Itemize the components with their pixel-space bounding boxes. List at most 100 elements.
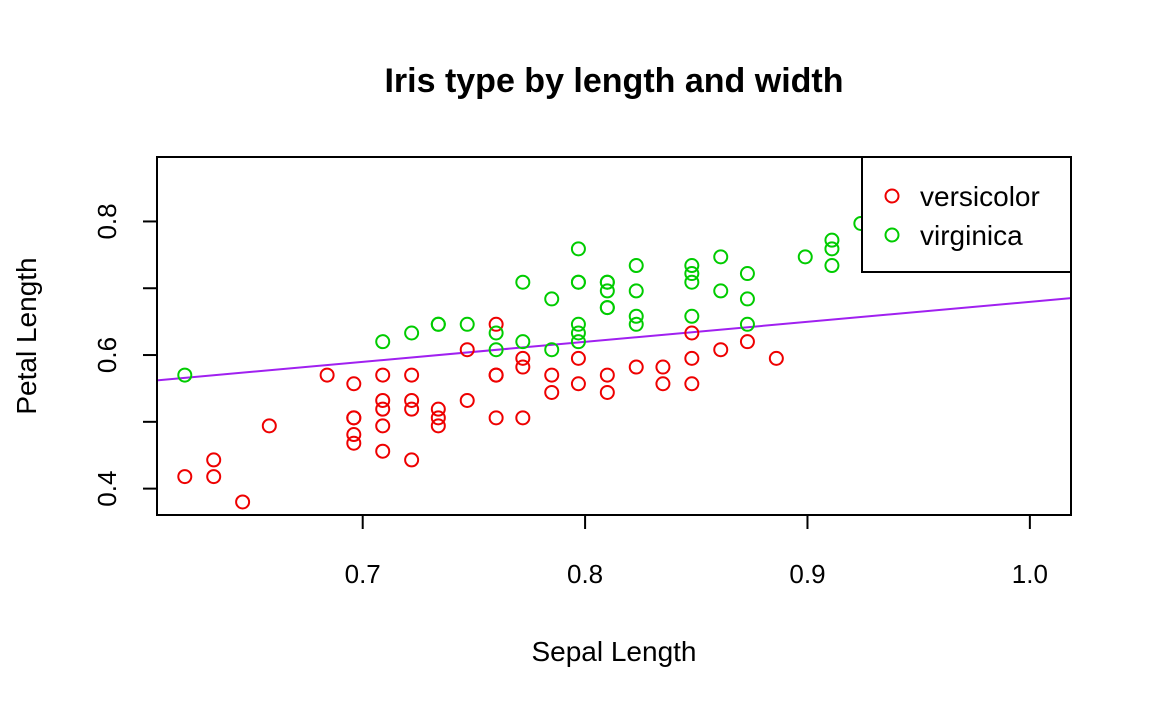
legend-marker (884, 188, 900, 204)
data-point (739, 316, 755, 332)
data-point (599, 283, 615, 299)
data-point (261, 418, 277, 434)
data-point (713, 283, 729, 299)
data-point (404, 392, 420, 408)
data-point (684, 266, 700, 282)
data-point (515, 350, 531, 366)
data-point (628, 283, 644, 299)
data-point (488, 410, 504, 426)
y-tick-label: 0.8 (92, 203, 122, 239)
x-tick-label: 1.0 (1012, 559, 1048, 589)
data-points (177, 215, 869, 510)
data-point (430, 316, 446, 332)
data-point (206, 452, 222, 468)
data-point (488, 367, 504, 383)
data-point (488, 325, 504, 341)
data-point (824, 241, 840, 257)
x-axis-label: Sepal Length (531, 636, 696, 667)
data-point (739, 291, 755, 307)
legend-marker (884, 227, 900, 243)
data-point (375, 367, 391, 383)
data-point (684, 376, 700, 392)
data-point (459, 392, 475, 408)
data-point (544, 367, 560, 383)
series-versicolor (177, 316, 784, 510)
data-point (430, 418, 446, 434)
fit-lines (157, 297, 1071, 382)
data-point (684, 350, 700, 366)
chart-title: Iris type by length and width (384, 62, 843, 100)
legend-item-virginica: virginica (884, 220, 1023, 251)
data-point (177, 367, 193, 383)
data-point (515, 359, 531, 375)
legend: versicolor virginica (861, 156, 1072, 273)
data-point (570, 325, 586, 341)
data-point (375, 401, 391, 417)
data-point (488, 342, 504, 358)
data-point (404, 401, 420, 417)
data-point (628, 359, 644, 375)
data-point (346, 427, 362, 443)
data-point (570, 274, 586, 290)
data-point (713, 342, 729, 358)
data-point (570, 241, 586, 257)
data-point (739, 334, 755, 350)
data-point (570, 334, 586, 350)
data-point (515, 410, 531, 426)
data-point (570, 350, 586, 366)
x-tick-label: 0.9 (789, 559, 825, 589)
data-point (655, 376, 671, 392)
data-point (628, 308, 644, 324)
y-axis: 0.4 0.6 0.8 (92, 203, 158, 507)
legend-item-versicolor: versicolor (884, 181, 1040, 212)
y-axis-label: Petal Length (11, 257, 42, 414)
trend-line (157, 297, 1071, 382)
data-point (177, 469, 193, 485)
y-tick-label: 0.4 (92, 471, 122, 507)
plot-frame (156, 156, 1072, 516)
data-point (684, 308, 700, 324)
plot-area (157, 215, 1071, 510)
data-point (797, 249, 813, 265)
data-point (404, 367, 420, 383)
data-point (430, 401, 446, 417)
data-point (319, 367, 335, 383)
data-point (375, 418, 391, 434)
data-point (544, 342, 560, 358)
x-tick-label: 0.7 (345, 559, 381, 589)
data-point (346, 435, 362, 451)
data-point (684, 258, 700, 274)
y-tick-label: 0.6 (92, 337, 122, 373)
data-point (459, 316, 475, 332)
data-point (346, 376, 362, 392)
data-point (346, 410, 362, 426)
legend-label: versicolor (920, 181, 1040, 212)
data-point (599, 274, 615, 290)
data-point (235, 494, 251, 510)
data-point (824, 232, 840, 248)
data-point (628, 258, 644, 274)
data-point (599, 384, 615, 400)
data-point (375, 334, 391, 350)
data-point (375, 443, 391, 459)
data-point (544, 291, 560, 307)
data-point (404, 325, 420, 341)
data-point (824, 258, 840, 274)
data-point (515, 334, 531, 350)
data-point (570, 316, 586, 332)
data-point (488, 316, 504, 332)
data-point (684, 325, 700, 341)
data-point (739, 266, 755, 282)
data-point (570, 376, 586, 392)
series-virginica (177, 215, 869, 383)
data-point (655, 359, 671, 375)
legend-box (861, 156, 1072, 273)
data-point (375, 392, 391, 408)
data-point (515, 274, 531, 290)
data-point (684, 274, 700, 290)
data-point (544, 384, 560, 400)
x-tick-label: 0.8 (567, 559, 603, 589)
data-point (404, 452, 420, 468)
data-point (599, 300, 615, 316)
